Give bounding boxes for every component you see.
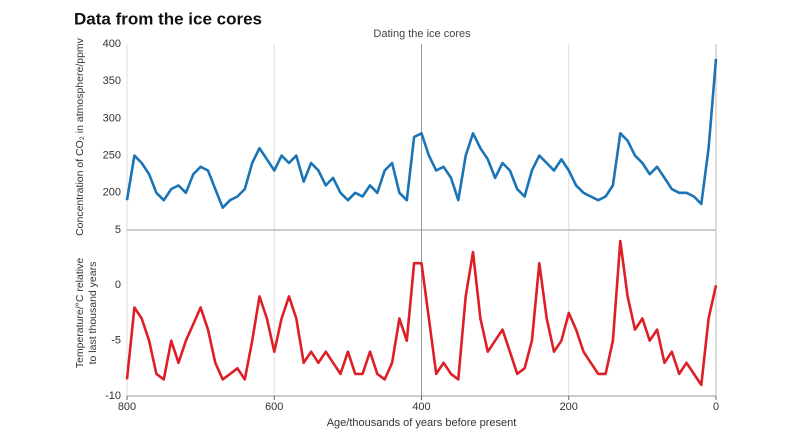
y-tick-label: 0 xyxy=(115,279,121,291)
data-line xyxy=(125,58,718,209)
y-tick-label: 400 xyxy=(103,38,121,50)
data-line xyxy=(125,239,718,387)
x-tick-label: 800 xyxy=(118,401,136,413)
y-tick-label: -5 xyxy=(111,335,121,347)
y-tick-label: 5 xyxy=(115,224,121,236)
x-tick-label: 400 xyxy=(412,401,430,413)
y-axis-label: to last thousand years xyxy=(87,262,99,365)
x-axis-label: Age/thousands of years before present xyxy=(327,417,517,429)
y-tick-label: 200 xyxy=(103,187,121,199)
y-tick-label: 250 xyxy=(103,150,121,162)
y-tick-label: 350 xyxy=(103,75,121,87)
x-tick-label: 200 xyxy=(560,401,578,413)
x-tick-label: 600 xyxy=(265,401,283,413)
y-tick-label: -10 xyxy=(105,390,121,402)
chart-subtitle: Dating the ice cores xyxy=(373,28,471,40)
y-axis-label: Temperature/°C relative xyxy=(74,258,86,369)
chart-title: Data from the ice cores xyxy=(74,9,262,28)
y-axis-label: Concentration of CO₂ in atmosphere/ppmv xyxy=(74,37,86,236)
x-tick-label: 0 xyxy=(713,401,719,413)
y-tick-label: 300 xyxy=(103,112,121,124)
